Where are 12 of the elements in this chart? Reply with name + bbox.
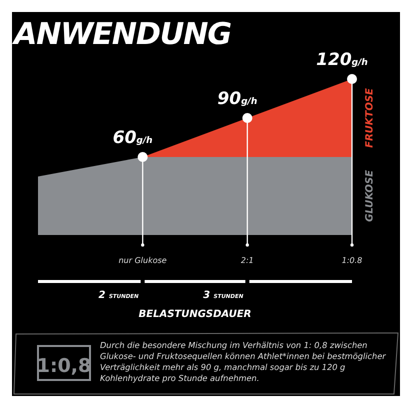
chart-title: ANWENDUNG (12, 17, 232, 52)
annotation: 60g/h (112, 128, 153, 148)
text: GLUKOSE (364, 170, 376, 222)
x-tick-label: nur Glukose (118, 256, 167, 265)
text: 1:0,8 (36, 355, 92, 377)
annotation: 120g/h (316, 50, 368, 70)
text: FRUKTOSE (364, 88, 376, 148)
x-tick-label: 1:0.8 (342, 256, 362, 265)
x-tick-label: 2:1 (240, 256, 254, 265)
x-axis-title: BELASTUNGSDAUER (138, 309, 252, 320)
annotation: 90g/h (217, 89, 258, 109)
text: Durch die besondere Mischung im Verhältnis von 1: 0,8 zwischen Glukose- und Fruktosequellen können Athlet*innen bei bestmöglicher Verträglichkeit mehr als 90 g, manchmal sogar bis zu 120 g Kohlenhydrate pro Stunde aufnehmen. (100, 340, 387, 384)
